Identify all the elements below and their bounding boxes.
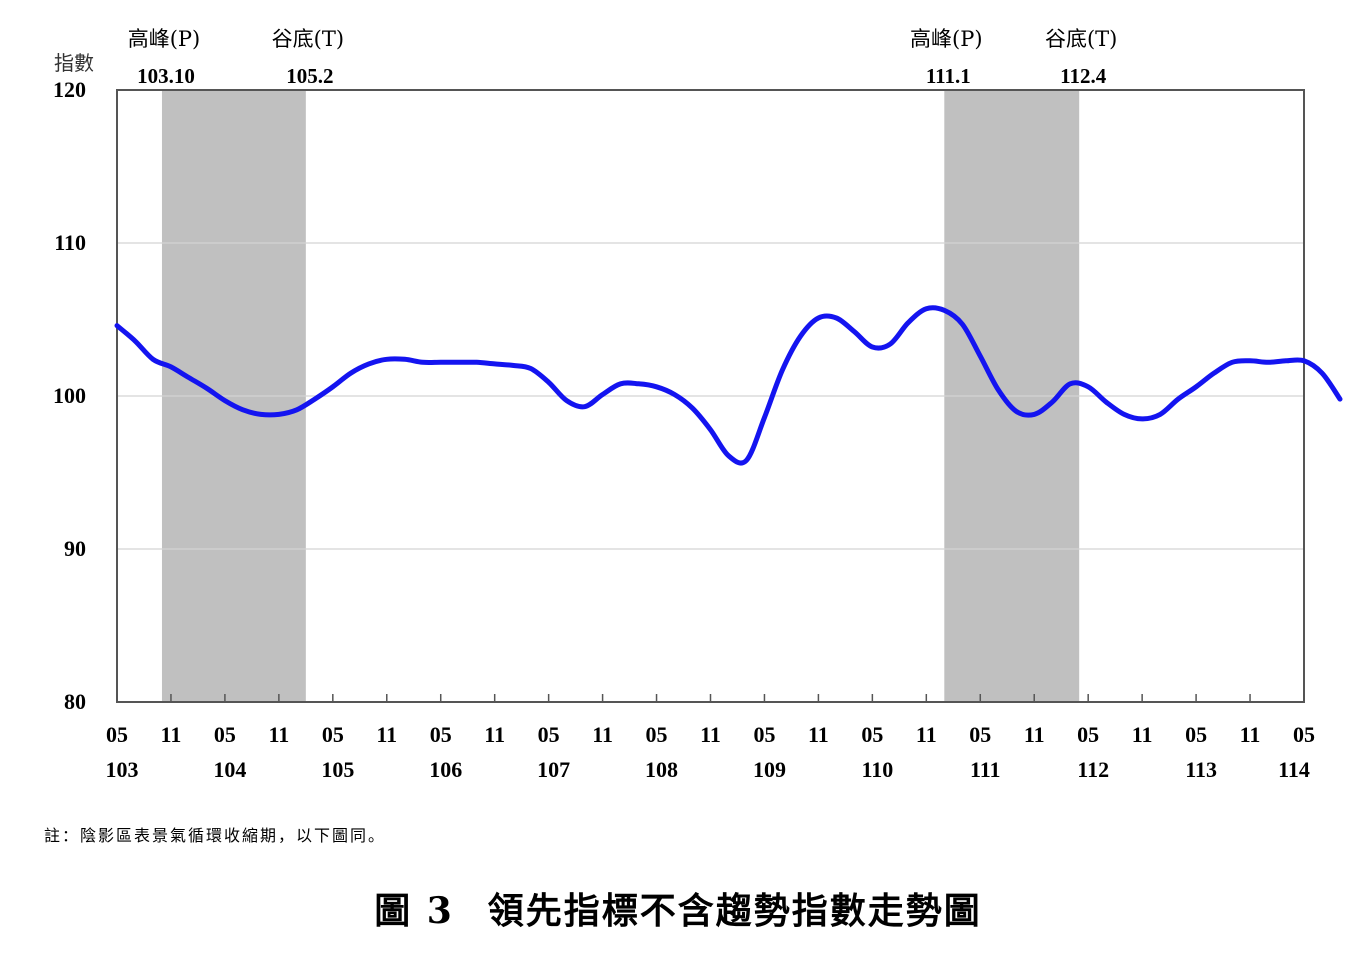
annotation-date: 105.2 — [286, 64, 333, 88]
annotation-label: 高峰(P) — [910, 27, 983, 51]
x-tick-month-label: 05 — [646, 722, 668, 747]
x-tick-year-label: 104 — [213, 757, 246, 782]
x-tick-month-label: 11 — [376, 722, 397, 747]
y-tick-label: 100 — [53, 383, 86, 408]
x-tick-year-label: 111 — [970, 757, 1001, 782]
x-tick-month-label: 11 — [808, 722, 829, 747]
y-axis-label: 指數 — [54, 51, 94, 75]
x-tick-year-label: 108 — [645, 757, 678, 782]
x-tick-month-label: 05 — [430, 722, 452, 747]
x-tick-month-label: 05 — [1077, 722, 1099, 747]
y-tick-label: 120 — [53, 77, 86, 102]
x-tick-year-label: 107 — [537, 757, 570, 782]
x-tick-month-label: 05 — [969, 722, 991, 747]
x-tick-month-label: 05 — [861, 722, 883, 747]
annotation-date: 112.4 — [1060, 64, 1107, 88]
cycle-annotations: 高峰(P) 103.10 谷底(T) 105.2 高峰(P) 111.1 谷底(T) 112.… — [128, 27, 1118, 88]
figure-number: 圖 3 — [374, 890, 454, 932]
x-tick-month-label: 11 — [161, 722, 182, 747]
chart-note: 註：陰影區表景氣循環收縮期，以下圖同。 — [44, 826, 387, 845]
x-tick-month-label: 11 — [1240, 722, 1261, 747]
x-tick-year-label: 109 — [753, 757, 786, 782]
x-tick-month-label: 05 — [1293, 722, 1315, 747]
x-tick-month-label: 11 — [916, 722, 937, 747]
x-tick-month-label: 11 — [592, 722, 613, 747]
x-axis-ticks — [116, 694, 1305, 702]
x-axis-tick-labels: 05 11 05 11 05 11 05 11 05 11 05 11 05 11 05 11 05 11 05 11… — [106, 722, 1316, 782]
x-tick-year-label: 112 — [1077, 757, 1109, 782]
annotation-date: 103.10 — [137, 64, 195, 88]
x-tick-year-label: 114 — [1278, 757, 1310, 782]
figure-title: 領先指標不含趨勢指數走勢圖 — [487, 890, 982, 932]
series-line — [114, 305, 1343, 466]
x-tick-month-label: 11 — [484, 722, 505, 747]
y-tick-label: 80 — [64, 689, 86, 714]
gridlines-layer — [117, 242, 1304, 550]
y-tick-label: 90 — [64, 536, 86, 561]
annotation-date: 111.1 — [926, 64, 971, 88]
x-tick-year-label: 106 — [429, 757, 462, 782]
x-tick-year-label: 103 — [106, 757, 139, 782]
x-tick-month-label: 11 — [700, 722, 721, 747]
annotation-label: 谷底(T) — [1045, 27, 1117, 51]
y-axis-tick-labels: 80 90 100 110 120 — [53, 77, 86, 714]
x-tick-month-label: 05 — [106, 722, 128, 747]
annotation-label: 高峰(P) — [128, 27, 201, 51]
x-tick-month-label: 05 — [322, 722, 344, 747]
x-tick-year-label: 110 — [861, 757, 893, 782]
figure-caption: 圖 3 領先指標不含趨勢指數走勢圖 — [0, 882, 1356, 934]
x-tick-month-label: 05 — [1185, 722, 1207, 747]
x-tick-year-label: 105 — [321, 757, 354, 782]
y-tick-label: 110 — [54, 230, 86, 255]
x-tick-month-label: 05 — [753, 722, 775, 747]
x-tick-year-label: 113 — [1185, 757, 1217, 782]
x-tick-month-label: 11 — [268, 722, 289, 747]
x-tick-month-label: 11 — [1024, 722, 1045, 747]
x-tick-month-label: 05 — [214, 722, 236, 747]
annotation-label: 谷底(T) — [272, 27, 344, 51]
x-tick-month-label: 05 — [538, 722, 560, 747]
x-tick-month-label: 11 — [1132, 722, 1153, 747]
